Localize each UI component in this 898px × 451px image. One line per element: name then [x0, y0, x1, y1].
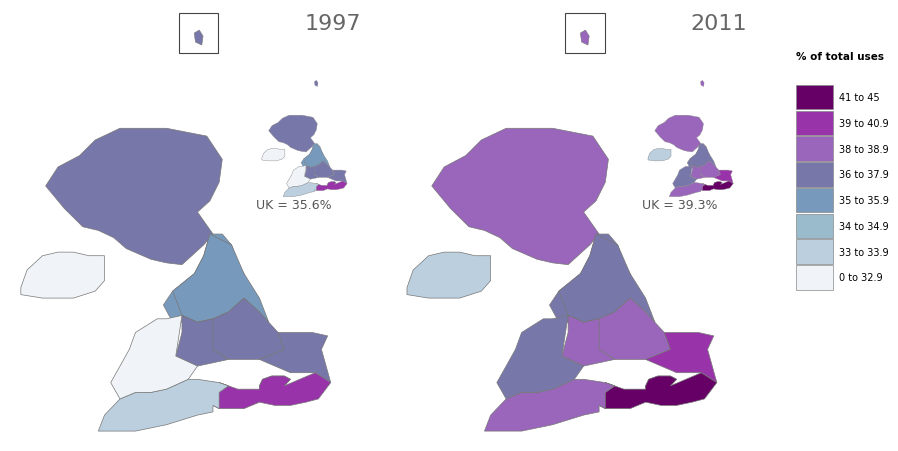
Polygon shape	[260, 333, 330, 383]
Polygon shape	[407, 253, 490, 299]
Text: 1997: 1997	[304, 14, 361, 33]
Polygon shape	[691, 166, 705, 180]
Polygon shape	[580, 235, 630, 281]
Polygon shape	[497, 316, 584, 399]
Text: % of total uses: % of total uses	[796, 52, 884, 62]
Polygon shape	[690, 144, 717, 168]
Polygon shape	[328, 182, 336, 186]
Polygon shape	[669, 183, 705, 197]
Polygon shape	[110, 316, 198, 399]
Polygon shape	[194, 31, 203, 46]
Bar	[796, 111, 833, 136]
Polygon shape	[673, 166, 697, 189]
Text: 41 to 45: 41 to 45	[839, 93, 879, 103]
Polygon shape	[696, 144, 709, 157]
Polygon shape	[559, 235, 655, 322]
Text: 34 to 34.9: 34 to 34.9	[839, 221, 888, 231]
Polygon shape	[310, 144, 323, 157]
Polygon shape	[562, 316, 614, 366]
Text: 39 to 40.9: 39 to 40.9	[839, 119, 888, 129]
Polygon shape	[262, 149, 285, 161]
Polygon shape	[646, 376, 676, 389]
Bar	[796, 240, 833, 264]
Polygon shape	[21, 253, 104, 299]
Polygon shape	[283, 183, 319, 197]
Polygon shape	[700, 181, 734, 191]
Polygon shape	[314, 81, 318, 87]
Polygon shape	[700, 81, 704, 87]
Polygon shape	[286, 166, 311, 189]
Polygon shape	[646, 333, 717, 383]
Polygon shape	[260, 376, 290, 389]
Bar	[179, 14, 218, 54]
Polygon shape	[301, 155, 323, 168]
Polygon shape	[648, 149, 671, 161]
Polygon shape	[655, 116, 703, 152]
Polygon shape	[163, 274, 244, 322]
Polygon shape	[484, 379, 614, 431]
Polygon shape	[306, 161, 334, 178]
Polygon shape	[432, 129, 609, 265]
Text: 38 to 38.9: 38 to 38.9	[839, 144, 888, 154]
Text: 33 to 33.9: 33 to 33.9	[839, 247, 888, 257]
Text: UK = 39.3%: UK = 39.3%	[642, 198, 718, 212]
Polygon shape	[304, 144, 330, 168]
Polygon shape	[580, 31, 589, 46]
Polygon shape	[568, 299, 671, 359]
Polygon shape	[692, 161, 720, 178]
Text: UK = 35.6%: UK = 35.6%	[256, 198, 331, 212]
Polygon shape	[304, 166, 319, 180]
Polygon shape	[194, 235, 244, 281]
Bar	[796, 214, 833, 239]
Polygon shape	[46, 129, 223, 265]
Polygon shape	[172, 235, 269, 322]
Text: 0 to 32.9: 0 to 32.9	[839, 273, 883, 283]
Polygon shape	[714, 171, 734, 184]
Polygon shape	[550, 274, 630, 322]
Polygon shape	[328, 171, 348, 184]
Text: 36 to 37.9: 36 to 37.9	[839, 170, 888, 180]
Bar	[565, 14, 604, 54]
Bar	[796, 86, 833, 110]
Polygon shape	[599, 373, 717, 409]
Polygon shape	[182, 299, 285, 359]
Text: 35 to 35.9: 35 to 35.9	[839, 196, 889, 206]
Bar	[796, 163, 833, 187]
Polygon shape	[213, 373, 330, 409]
Bar	[796, 189, 833, 213]
Bar	[796, 266, 833, 290]
Bar	[796, 137, 833, 161]
Polygon shape	[687, 155, 709, 168]
Polygon shape	[714, 182, 722, 186]
Polygon shape	[98, 379, 228, 431]
Polygon shape	[269, 116, 317, 152]
Polygon shape	[314, 181, 348, 191]
Text: 2011: 2011	[691, 14, 747, 33]
Polygon shape	[176, 316, 228, 366]
